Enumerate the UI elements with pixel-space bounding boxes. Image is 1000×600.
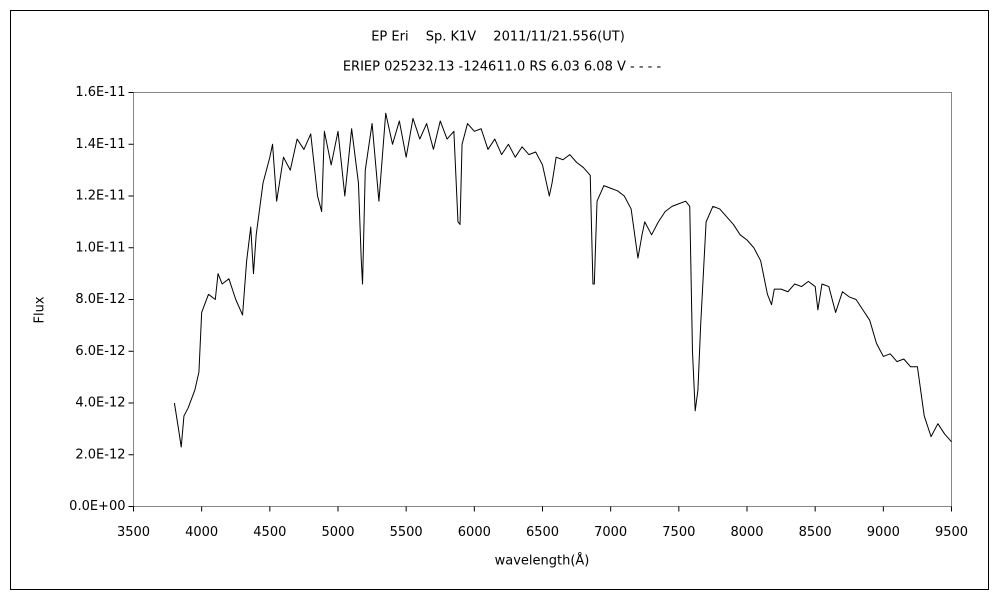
x-tick-label: 7500 [662,525,695,540]
spectrum-line [173,112,952,448]
y-tick-label: 4.0E-12 [75,396,125,411]
x-tick-label: 9500 [935,525,968,540]
x-tick-label: 4500 [253,525,286,540]
x-axis-label: wavelength(Å) [495,553,590,569]
chart-border [10,10,989,590]
y-tick-label: 1.0E-11 [75,240,125,255]
y-tick-label: 2.0E-12 [75,447,125,462]
chart-title: EP Eri Sp. K1V 2011/11/21.556(UT) [371,30,625,45]
y-axis-label: Flux [33,296,48,323]
y-tick-label: 6.0E-12 [75,344,125,359]
x-tick-label: 8000 [730,525,763,540]
chart-subtitle: ERIEP 025232.13 -124611.0 RS 6.03 6.08 V… [343,60,662,75]
x-tick-label: 3500 [117,525,150,540]
y-tick-label: 1.4E-11 [75,137,125,152]
x-tick-label: 9000 [867,525,900,540]
y-tick-label: 0.0E+00 [69,499,125,514]
x-tick-label: 5000 [321,525,354,540]
plot-area [133,92,952,507]
x-tick-label: 6500 [526,525,559,540]
x-tick-label: 4000 [185,525,218,540]
x-tick-label: 5500 [390,525,423,540]
y-tick-label: 8.0E-12 [75,292,125,307]
y-tick-label: 1.6E-11 [75,85,125,100]
x-tick-label: 8500 [799,525,832,540]
x-tick-label: 6000 [458,525,491,540]
x-tick-label: 7000 [594,525,627,540]
y-tick-label: 1.2E-11 [75,189,125,204]
